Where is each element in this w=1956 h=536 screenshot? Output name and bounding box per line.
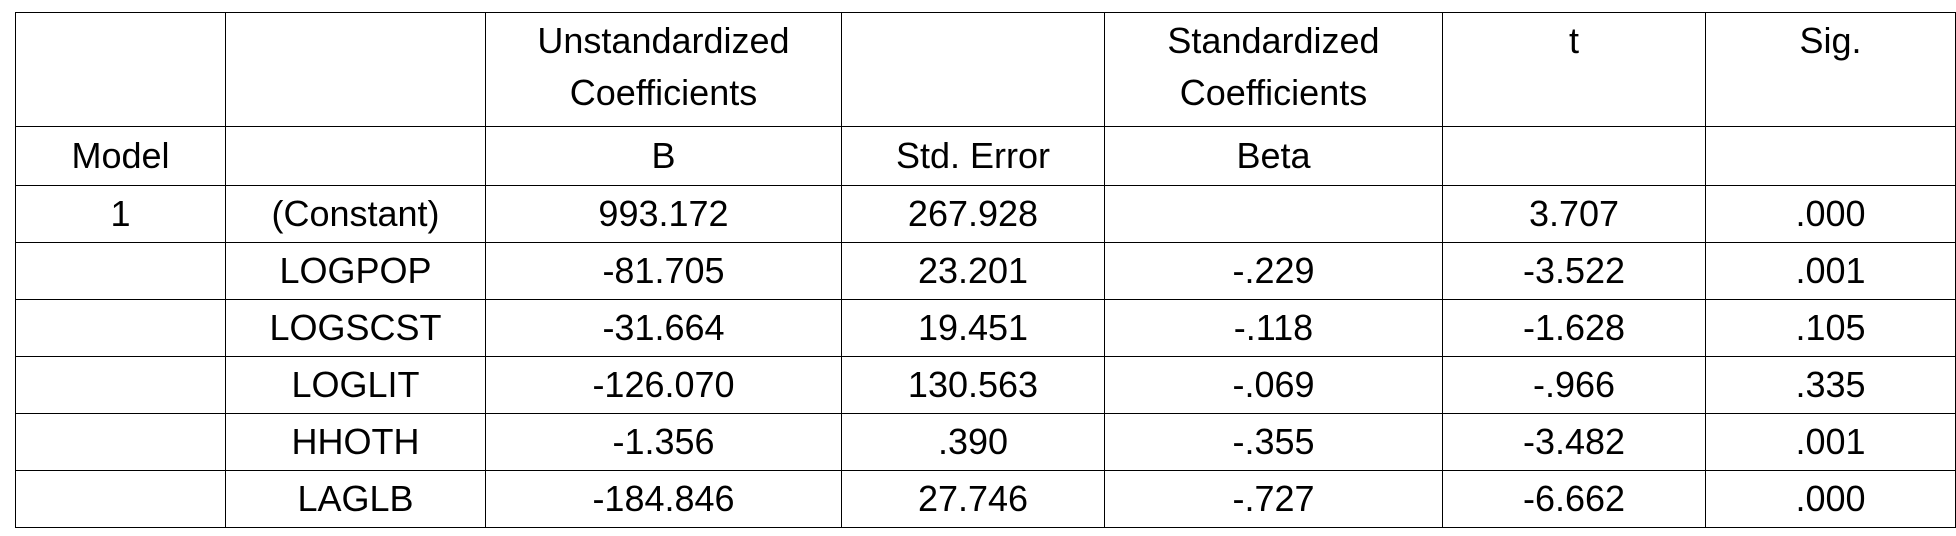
sig-cell: .335 [1705, 356, 1956, 414]
beta-cell: -.727 [1104, 470, 1443, 528]
sig-cell: .105 [1705, 299, 1956, 357]
predictor-cell: LOGSCST [225, 299, 486, 357]
data-row: 1 (Constant) 993.172 267.928 3.707.000 [15, 185, 1956, 243]
t-cell: 3.707 [1442, 185, 1706, 243]
b-cell: 993.172 [485, 185, 842, 243]
predictor-cell: LOGPOP [225, 242, 486, 300]
predictor-cell: LOGLIT [225, 356, 486, 414]
b-cell: -31.664 [485, 299, 842, 357]
std-error-cell: 27.746 [841, 470, 1105, 528]
t-cell: -3.522 [1442, 242, 1706, 300]
header-cell: Unstandardized Coefficients [485, 12, 842, 127]
cell [1104, 185, 1443, 243]
header-cell: t [1442, 12, 1706, 127]
header-cell: Beta [1104, 126, 1443, 186]
header-row: Unstandardized Coefficients Standardized… [15, 12, 1956, 127]
std-error-cell: 23.201 [841, 242, 1105, 300]
b-cell: -81.705 [485, 242, 842, 300]
std-error-cell: 19.451 [841, 299, 1105, 357]
header-cell: Standardized Coefficients [1104, 12, 1443, 127]
header-cell: Std. Error [841, 126, 1105, 186]
beta-cell: -.229 [1104, 242, 1443, 300]
cell [15, 299, 226, 357]
b-cell: -1.356 [485, 413, 842, 471]
beta-cell: -.355 [1104, 413, 1443, 471]
cell [225, 126, 486, 186]
beta-cell: -.069 [1104, 356, 1443, 414]
predictor-cell: HHOTH [225, 413, 486, 471]
t-cell: -.966 [1442, 356, 1706, 414]
predictor-cell: LAGLB [225, 470, 486, 528]
sig-cell: .001 [1705, 413, 1956, 471]
model-cell: 1 [15, 185, 226, 243]
sig-cell: .001 [1705, 242, 1956, 300]
header-row: Model B Std. Error Beta [15, 126, 1956, 186]
header-cell: B [485, 126, 842, 186]
sig-cell: .000 [1705, 470, 1956, 528]
t-cell: -3.482 [1442, 413, 1706, 471]
std-error-cell: .390 [841, 413, 1105, 471]
b-cell: -126.070 [485, 356, 842, 414]
header-cell: Model [15, 126, 226, 186]
coefficients-table: Unstandardized Coefficients Standardized… [15, 12, 1956, 528]
std-error-cell: 267.928 [841, 185, 1105, 243]
cell [15, 12, 226, 127]
sig-cell: .000 [1705, 185, 1956, 243]
cell [225, 12, 486, 127]
beta-cell: -.118 [1104, 299, 1443, 357]
cell [841, 12, 1105, 127]
data-row: LOGSCST -31.664 19.451 -.118 -1.628.105 [15, 299, 1956, 357]
data-row: LOGPOP -81.705 23.201 -.229 -3.522.001 [15, 242, 1956, 300]
b-cell: -184.846 [485, 470, 842, 528]
header-cell: Sig. [1705, 12, 1956, 127]
data-row: HHOTH -1.356.390 -.355 -3.482.001 [15, 413, 1956, 471]
predictor-cell: (Constant) [225, 185, 486, 243]
cell [15, 413, 226, 471]
cell [1705, 126, 1956, 186]
data-row: LAGLB -184.846 27.746 -.727 -6.662.000 [15, 470, 1956, 528]
cell [1442, 126, 1706, 186]
t-cell: -1.628 [1442, 299, 1706, 357]
data-row: LOGLIT -126.070 130.563 -.069 -.966.335 [15, 356, 1956, 414]
t-cell: -6.662 [1442, 470, 1706, 528]
cell [15, 356, 226, 414]
cell [15, 242, 226, 300]
cell [15, 470, 226, 528]
std-error-cell: 130.563 [841, 356, 1105, 414]
